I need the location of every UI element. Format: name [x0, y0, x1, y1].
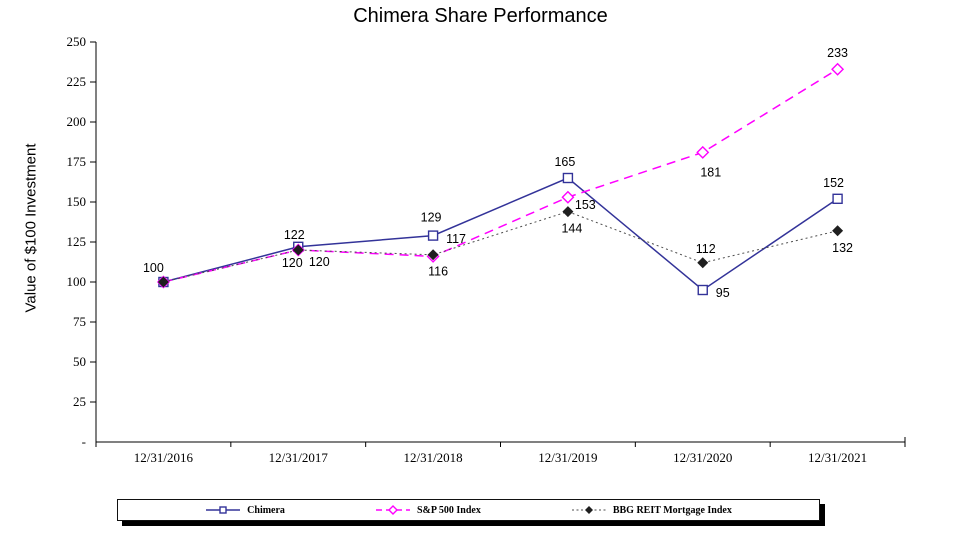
svg-text:225: 225 [67, 74, 87, 89]
svg-text:120: 120 [282, 256, 303, 270]
svg-text:200: 200 [67, 114, 87, 129]
svg-text:150: 150 [67, 194, 87, 209]
plot-area: - 25 50 75 100 125 150 175 200 225 250 12/31/2016 12… [67, 34, 906, 465]
legend: Chimera S&P 500 Index BBG REIT Mortgage … [117, 499, 820, 521]
svg-text:120: 120 [309, 255, 330, 269]
svg-text:132: 132 [832, 241, 853, 255]
svg-text:12/31/2018: 12/31/2018 [403, 450, 462, 465]
legend-item-bbg-reit: BBG REIT Mortgage Index [571, 505, 732, 516]
legend-swatch-2 [571, 506, 606, 514]
svg-text:25: 25 [73, 394, 86, 409]
svg-text:181: 181 [700, 165, 721, 179]
svg-text:12/31/2016: 12/31/2016 [134, 450, 194, 465]
legend-label-chimera: Chimera [247, 504, 285, 516]
svg-text:12/31/2020: 12/31/2020 [673, 450, 732, 465]
svg-text:100: 100 [143, 261, 164, 275]
svg-text:12/31/2017: 12/31/2017 [269, 450, 329, 465]
legend-swatch-1 [375, 505, 410, 515]
legend-label-bbg-reit: BBG REIT Mortgage Index [612, 504, 732, 516]
svg-text:165: 165 [554, 155, 575, 169]
svg-text:116: 116 [428, 264, 448, 278]
legend-label-sp500: S&P 500 Index [416, 504, 481, 516]
svg-text:95: 95 [716, 286, 730, 300]
svg-text:122: 122 [284, 228, 305, 242]
svg-text:12/31/2019: 12/31/2019 [538, 450, 597, 465]
svg-text:144: 144 [561, 222, 582, 236]
svg-text:-: - [82, 434, 86, 449]
svg-text:100: 100 [67, 274, 87, 289]
svg-text:112: 112 [696, 242, 716, 256]
svg-text:129: 129 [421, 211, 442, 225]
legend-item-chimera: Chimera [205, 505, 285, 516]
svg-text:152: 152 [823, 176, 844, 190]
svg-text:12/31/2021: 12/31/2021 [808, 450, 867, 465]
svg-text:250: 250 [67, 34, 87, 49]
svg-text:75: 75 [73, 314, 86, 329]
legend-item-sp500: S&P 500 Index [375, 505, 481, 516]
svg-text:50: 50 [73, 354, 86, 369]
svg-text:175: 175 [67, 154, 87, 169]
svg-text:117: 117 [446, 232, 466, 246]
svg-text:125: 125 [67, 234, 87, 249]
chart-title: Chimera Share Performance [353, 5, 608, 27]
svg-text:153: 153 [575, 198, 596, 212]
svg-text:233: 233 [827, 46, 848, 60]
legend-swatch-0 [206, 506, 241, 514]
